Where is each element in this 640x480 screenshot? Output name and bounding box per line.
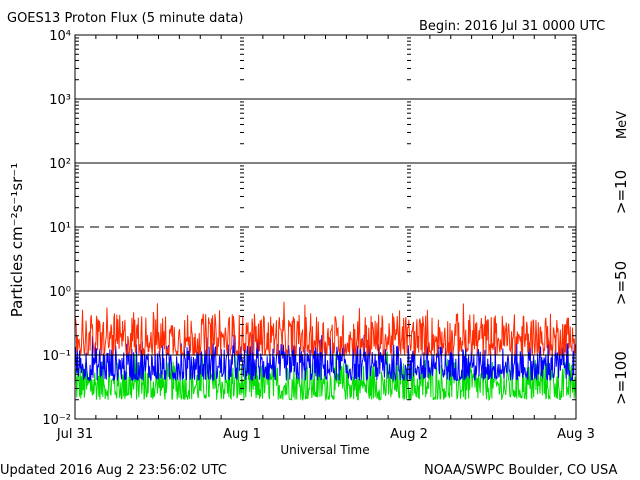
y-tick-label: 10³ <box>49 93 71 108</box>
y-tick-label: 10¹ <box>49 221 71 236</box>
legend-ge10: >=10 <box>612 170 630 214</box>
x-tick-label: Aug 1 <box>223 427 261 442</box>
x-tick-label: Aug 3 <box>557 427 595 442</box>
x-ticks: Jul 31 Aug 1 Aug 2 Aug 3 <box>56 35 595 442</box>
y-tick-label: 10⁻² <box>42 413 71 428</box>
y-tick-label: 10⁻¹ <box>42 349 71 364</box>
y-tick-label: 10² <box>49 157 71 172</box>
series-layer <box>74 301 577 402</box>
series-line-0 <box>74 301 577 357</box>
series-line-1 <box>74 334 577 382</box>
y-ticks: 10⁻² 10⁻¹ 10⁰ 10¹ 10² 10³ 10⁴ <box>42 29 576 428</box>
begin-time: Begin: 2016 Jul 31 0000 UTC <box>419 19 605 34</box>
x-tick-label: Aug 2 <box>390 427 428 442</box>
updated-timestamp: Updated 2016 Aug 2 23:56:02 UTC <box>0 463 227 478</box>
legend-ge50: >=50 <box>612 261 630 305</box>
legend-ge100: >=100 <box>612 351 630 405</box>
gridlines <box>75 98 576 356</box>
y-axis-label: Particles cm⁻²s⁻¹sr⁻¹ <box>8 163 26 317</box>
credit-text: NOAA/SWPC Boulder, CO USA <box>424 463 617 478</box>
y-tick-label: 10⁴ <box>49 29 71 44</box>
x-axis-label: Universal Time <box>280 443 369 457</box>
unit-label: MeV <box>615 111 630 139</box>
x-tick-label: Jul 31 <box>56 427 93 442</box>
chart-title: GOES13 Proton Flux (5 minute data) <box>7 11 243 26</box>
plot-frame <box>74 34 577 420</box>
y-tick-label: 10⁰ <box>49 285 71 300</box>
